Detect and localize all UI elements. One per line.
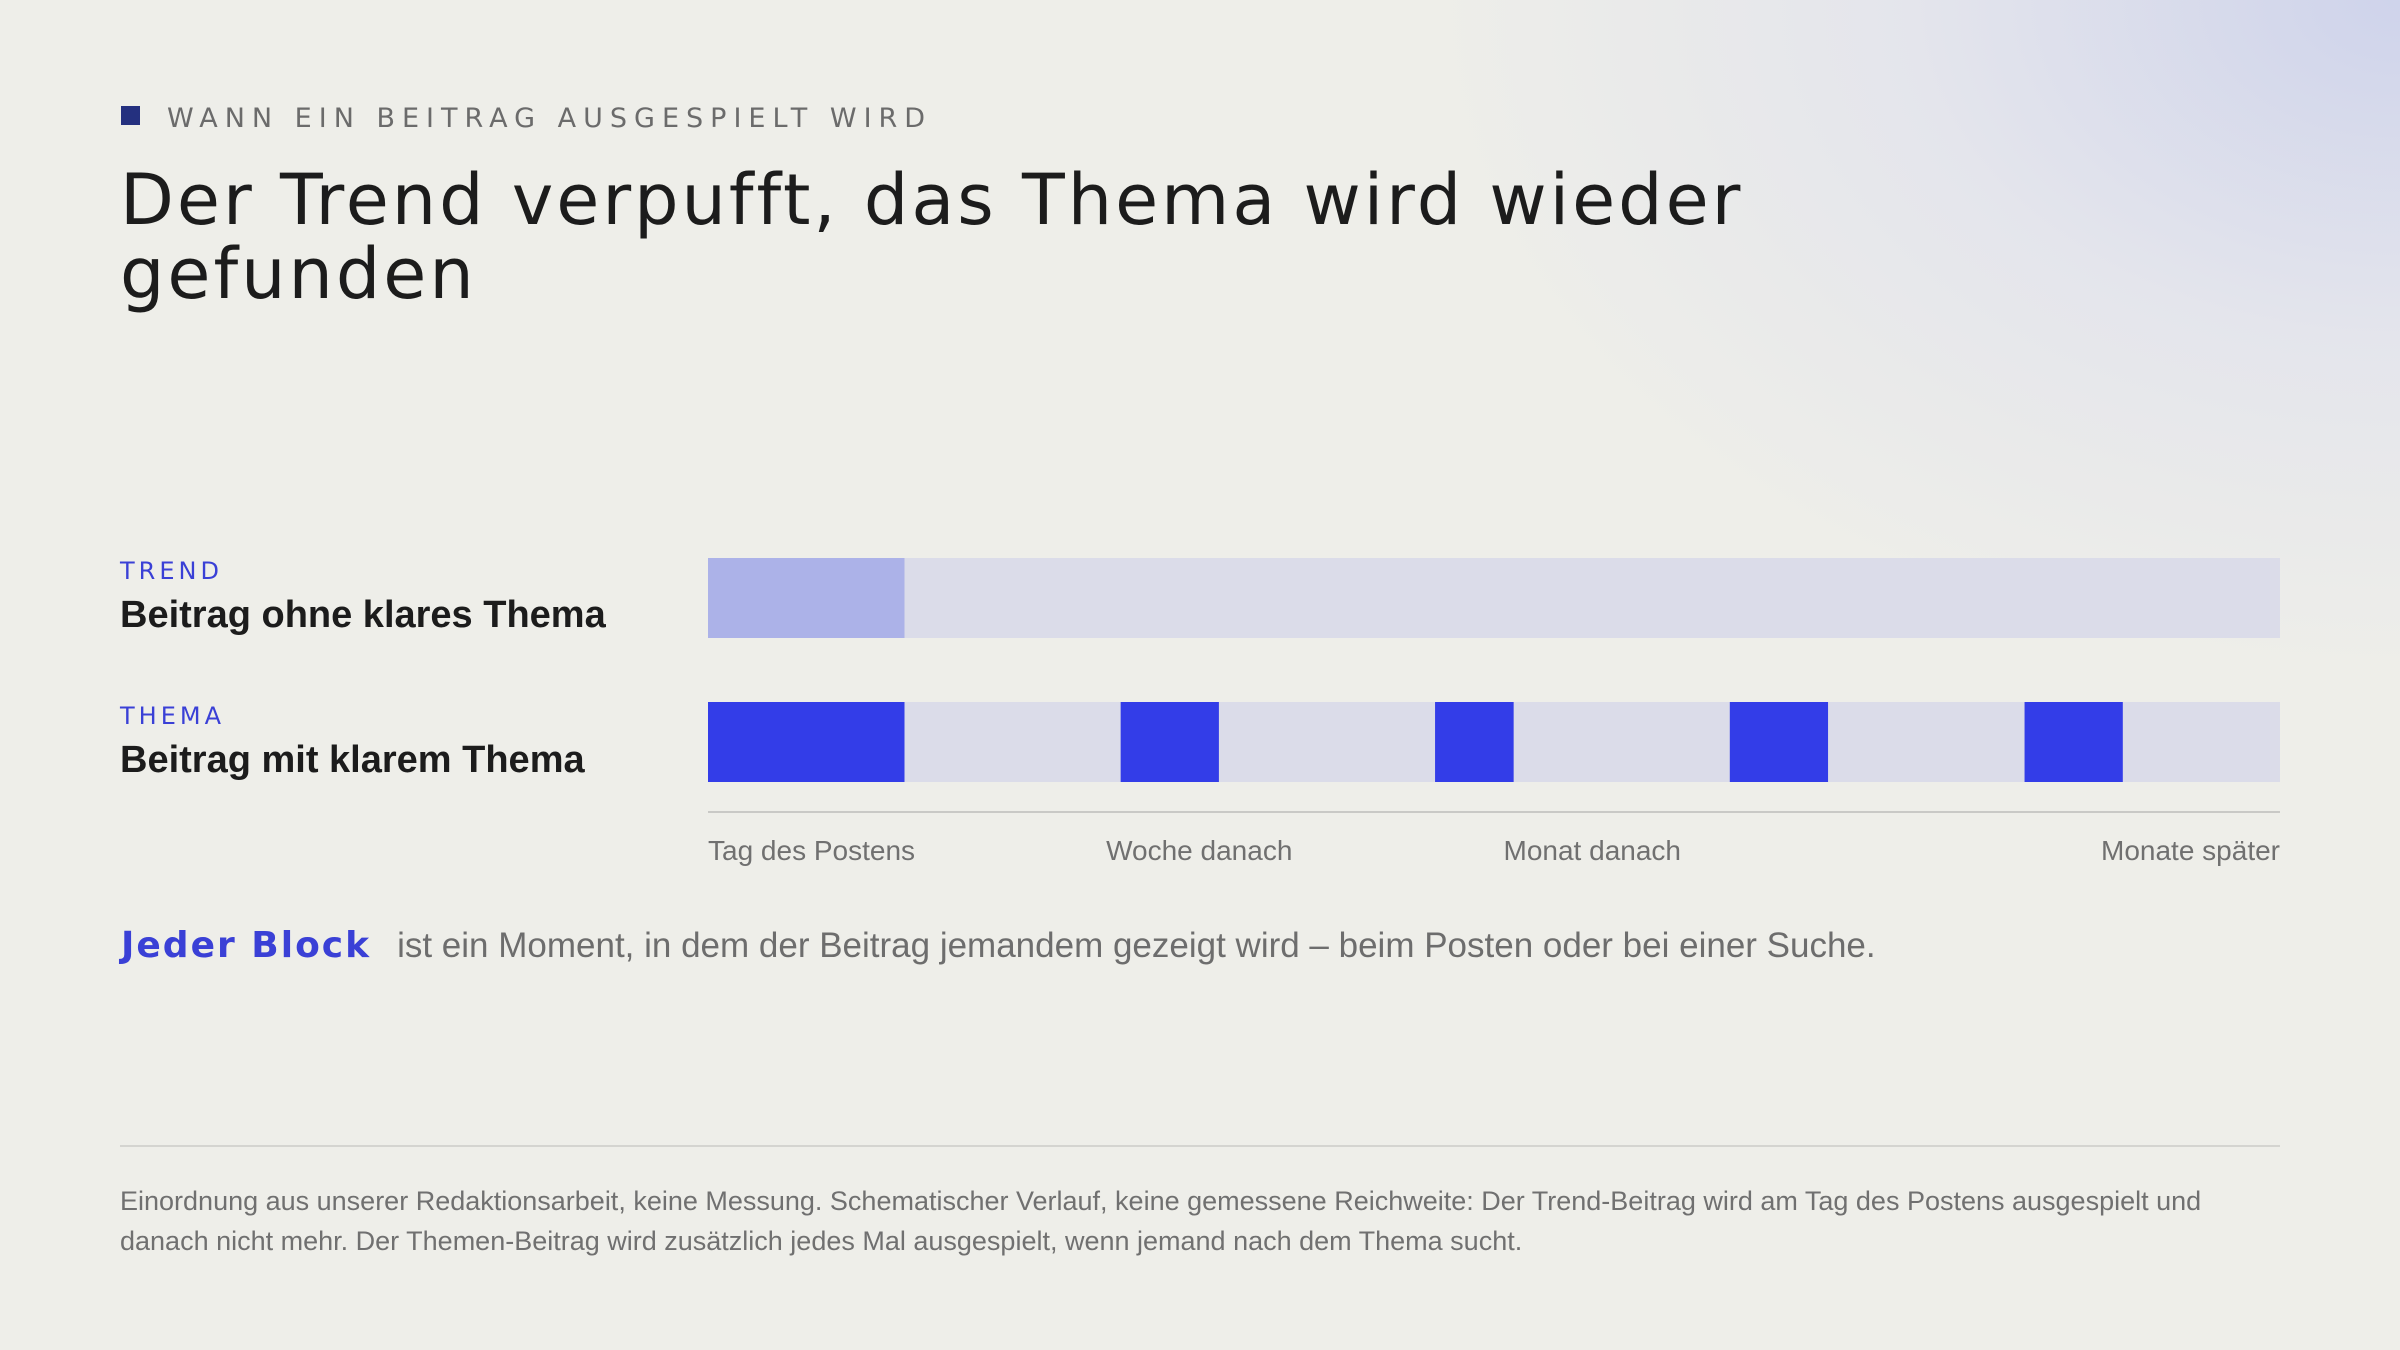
x-tick-label-1: Tag des Postens	[708, 835, 915, 866]
row-tag-trend: TREND	[120, 557, 223, 585]
block-row-2-3	[1435, 702, 1514, 782]
footer-divider	[120, 1145, 2280, 1147]
legend-text: ist ein Moment, in dem der Beitrag jeman…	[397, 926, 1876, 965]
block-row-2-4	[1729, 702, 1829, 782]
legend-key: Jeder Block	[121, 925, 372, 966]
block-row-1-1	[708, 558, 905, 638]
row-name-trend: Beitrag ohne klares Thema	[120, 594, 606, 636]
row-name-thema: Beitrag mit klarem Thema	[120, 739, 585, 781]
footnote: Einordnung aus unserer Redaktionsarbeit,…	[120, 1186, 2202, 1256]
track-row-1	[708, 558, 2280, 638]
row-label-trend: TREND Beitrag ohne klares Thema	[120, 558, 606, 636]
x-tick-label-2: Woche danach	[1106, 835, 1292, 866]
block-row-2-2	[1120, 702, 1219, 782]
eyebrow: WANN EIN BEITRAG AUSGESPIELT WIRD	[121, 103, 932, 134]
x-tick-label-4: Monate später	[2101, 835, 2280, 866]
legend-note: Jeder Block ist ein Moment, in dem der B…	[121, 925, 1876, 966]
eyebrow-marker	[121, 106, 140, 125]
page-title: Der Trend verpufft, das Thema wird wiede…	[120, 159, 1744, 315]
block-row-2-1	[708, 702, 905, 782]
block-row-2-5	[2024, 702, 2123, 782]
row-tag-thema: THEMA	[120, 702, 225, 730]
timeline-chart: Tag des Postens Woche danach Monat danach M…	[708, 558, 2280, 866]
x-tick-label-3: Monat danach	[1504, 835, 1681, 866]
row-label-thema: THEMA Beitrag mit klarem Thema	[120, 703, 585, 781]
eyebrow-text: WANN EIN BEITRAG AUSGESPIELT WIRD	[167, 103, 933, 134]
